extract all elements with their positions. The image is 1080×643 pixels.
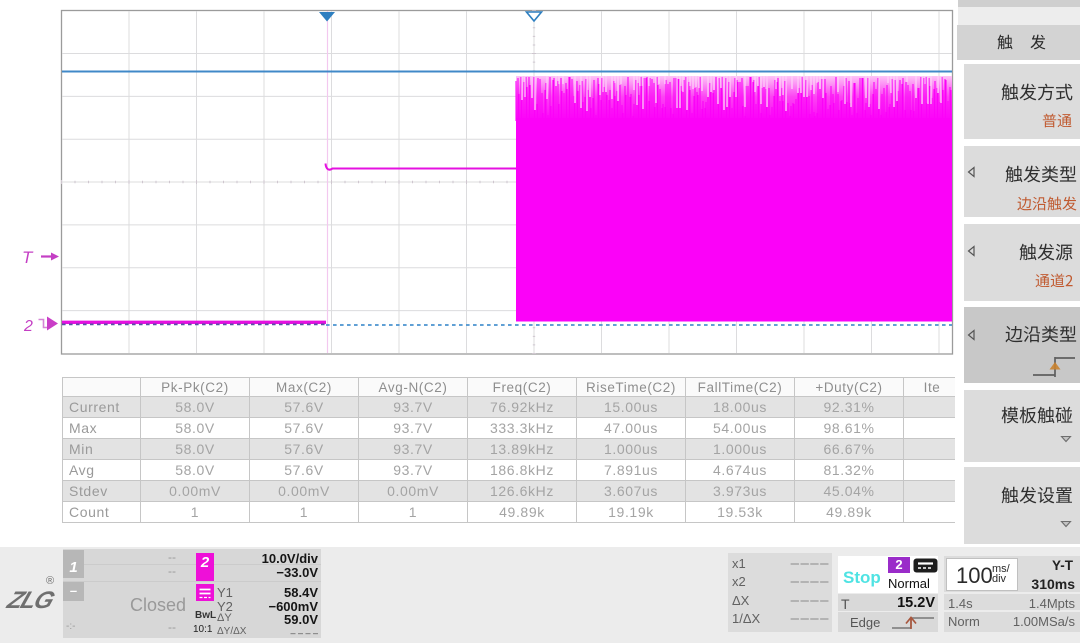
svg-text:ZLG: ZLG [3,588,58,614]
svg-text:T: T [22,248,34,267]
svg-text:®: ® [46,575,54,587]
svg-text:2: 2 [23,318,33,335]
